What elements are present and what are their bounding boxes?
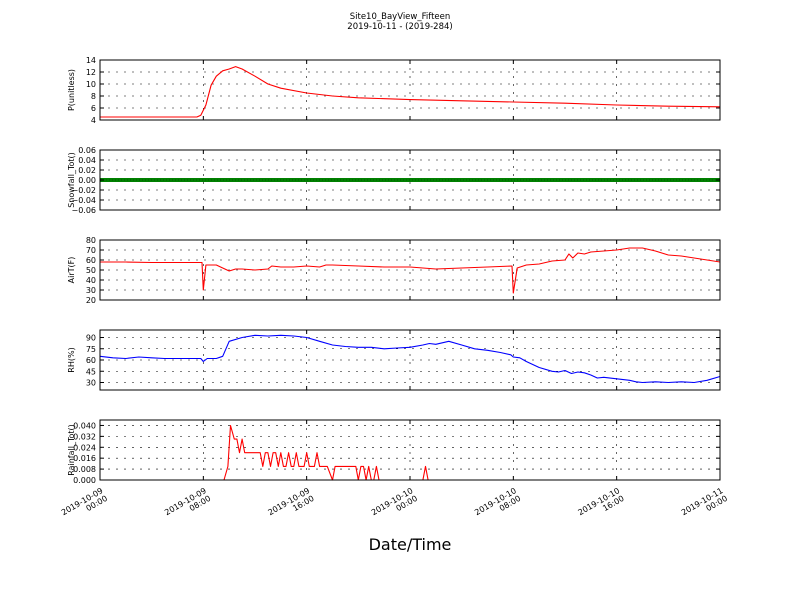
panel-4: 30 45 60 75 90 RH(%) <box>67 329 721 391</box>
y-tick-label: 4 <box>91 116 96 125</box>
y-tick-label: 8 <box>91 92 96 101</box>
y-tick-label: 60 <box>86 356 96 365</box>
y-tick-label: −0.02 <box>71 186 96 195</box>
y-tick-label: −0.04 <box>71 196 96 205</box>
y-tick-label: 0.040 <box>73 421 96 430</box>
series-line <box>100 424 720 481</box>
x-tick-label: 2019-10-1016:00 <box>576 486 625 525</box>
y-tick-label: 60 <box>86 256 96 265</box>
y-tick-label: −0.06 <box>71 206 96 215</box>
y-tick-label: 90 <box>86 334 96 343</box>
y-tick-label: 75 <box>86 345 96 354</box>
series-line <box>100 247 721 294</box>
figure-title-line1: Site10_BayView_Fifteen <box>350 12 451 22</box>
x-tick-label: 2019-10-1000:00 <box>370 486 419 525</box>
panel-1: 4 6 8 10 12 14 P(unitless) <box>67 56 721 125</box>
y-tick-label: 6 <box>91 104 96 113</box>
y-axis-label: P(unitless) <box>67 69 76 111</box>
x-tick-labels: 2019-10-0900:00 2019-10-0908:00 2019-10-09… <box>60 486 729 525</box>
x-axis-label: Date/Time <box>369 535 452 554</box>
y-tick-label: 12 <box>86 68 96 77</box>
y-tick-label: 70 <box>86 246 96 255</box>
y-tick-label: 0.06 <box>78 146 96 155</box>
y-tick-label: 0.032 <box>73 432 96 441</box>
series-line <box>100 66 721 118</box>
x-tick-label: 2019-10-0908:00 <box>163 486 212 525</box>
y-tick-label: 30 <box>86 379 96 388</box>
y-tick-label: 50 <box>86 266 96 275</box>
y-tick-label: 40 <box>86 276 96 285</box>
y-axis-label: Snowfall_Tot() <box>67 152 76 208</box>
y-tick-label: 0.008 <box>73 465 96 474</box>
y-tick-label: 45 <box>86 367 96 376</box>
y-axis-label: RH(%) <box>67 347 76 372</box>
y-tick-label: 10 <box>86 80 96 89</box>
y-axis-label: Rainfall_Tot() <box>67 424 76 476</box>
series-line <box>99 334 721 384</box>
panel-2: −0.06−0.04−0.020.000.020.040.06Snowfall_… <box>67 146 721 215</box>
y-tick-label: 0.016 <box>73 454 96 463</box>
y-tick-label: 20 <box>86 296 96 305</box>
y-tick-label: 80 <box>86 236 96 245</box>
panels: 468101214P(unitless)−0.06−0.04−0.020.000… <box>67 56 721 485</box>
y-tick-label: 14 <box>86 56 96 65</box>
y-tick-label: 0.000 <box>73 476 96 485</box>
x-tick-label: 2019-10-0900:00 <box>60 486 109 525</box>
y-tick-label: 0.024 <box>73 443 96 452</box>
y-tick-label: 0.02 <box>78 166 96 175</box>
y-tick-label: 0.00 <box>78 176 96 185</box>
y-axis-label: AirT(F) <box>67 257 76 284</box>
y-tick-label: 0.04 <box>78 156 96 165</box>
x-tick-label: 2019-10-0916:00 <box>266 486 315 525</box>
y-tick-label: 30 <box>86 286 96 295</box>
figure-title-line2: 2019-10-11 - (2019-284) <box>347 22 452 32</box>
panel-5: 0.000 0.008 0.016 0.024 0.032 0.040Rainfall_T… <box>67 419 721 485</box>
x-tick-label: 2019-10-1008:00 <box>473 486 522 525</box>
x-tick-label: 2019-10-1100:00 <box>680 486 729 525</box>
